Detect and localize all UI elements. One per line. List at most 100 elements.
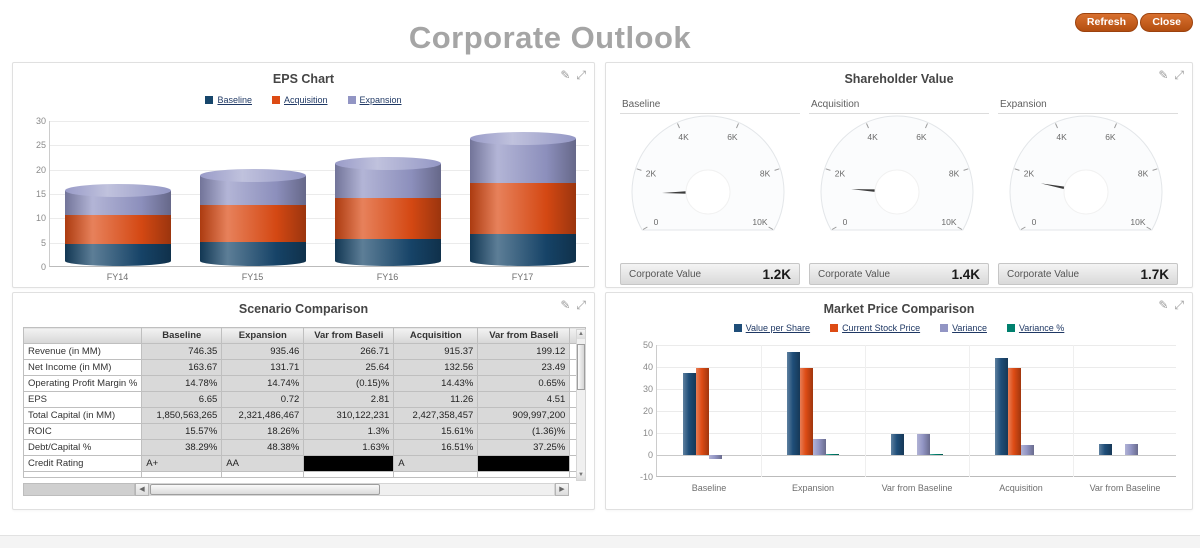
eps-bar-segment[interactable] [199,168,306,206]
eps-bar-segment[interactable] [334,197,441,240]
panel-shareholder-value: ✎ ⤢ Shareholder Value Baseline 0 2K 4K 6K 8K 10… [605,62,1193,288]
scroll-down-button[interactable]: ▼ [577,471,585,480]
grid-cell[interactable]: 1.3% [303,423,395,440]
grid-cell[interactable]: 14.43% [393,375,479,392]
grid-cell[interactable]: 14.74% [221,375,305,392]
vertical-scrollbar[interactable]: ▲ ▼ [576,329,586,481]
grid-cell[interactable]: 15.57% [141,423,223,440]
grid-cell[interactable]: 18.26% [221,423,305,440]
scrollbar-thumb[interactable] [577,344,585,390]
grid-cell[interactable]: 25.64 [303,359,395,376]
grid-cell[interactable]: 15.61% [393,423,479,440]
grid-cell[interactable]: 23.49 [477,359,571,376]
grid-cell[interactable]: 4.51 [477,391,571,408]
market-bar[interactable] [800,368,813,455]
market-bar[interactable] [1008,368,1021,455]
market-bar[interactable] [930,454,943,455]
grid-cell[interactable]: 14.78% [141,375,223,392]
grid-cell[interactable]: 37.25% [477,439,571,456]
grid-cell[interactable] [477,455,571,472]
market-bar[interactable] [696,368,709,455]
legend-item[interactable]: Value per Share [733,323,810,333]
scroll-up-button[interactable]: ▲ [577,330,585,339]
gridline [657,389,1176,390]
grid-cell[interactable]: 16.51% [393,439,479,456]
grid-cell[interactable]: 2,427,358,457 [393,407,479,424]
grid-cell[interactable]: 0.65% [477,375,571,392]
legend-item[interactable]: Baseline [205,95,252,105]
grid-cell[interactable]: 6.65 [141,391,223,408]
grid-cell[interactable]: 1.63% [303,439,395,456]
grid-cell[interactable]: 163.67 [141,359,223,376]
grid-cell[interactable]: 1,850,563,265 [141,407,223,424]
gauge-tick-mark [1020,226,1026,230]
edit-icon[interactable]: ✎ [1158,68,1169,82]
grid-cell[interactable]: 132.56 [393,359,479,376]
legend-item[interactable]: Current Stock Price [830,323,920,333]
legend-item[interactable]: Expansion [347,95,402,105]
market-bar[interactable] [709,455,722,460]
scrollbar-track[interactable] [149,483,555,496]
close-button[interactable]: Close [1140,13,1193,32]
eps-bar-segment[interactable] [469,234,576,266]
y-axis-tick: 40 [642,362,653,372]
grid-cell[interactable]: 266.71 [303,343,395,360]
grid-cell[interactable]: 2.81 [303,391,395,408]
grid-cell[interactable]: 915.37 [393,343,479,360]
grid-cell[interactable]: AA [221,455,305,472]
grid-cell[interactable]: 199.12 [477,343,571,360]
market-bar[interactable] [917,434,930,455]
eps-bar-segment[interactable] [199,241,306,266]
market-bar[interactable] [1021,445,1034,455]
grid-cell[interactable]: 935.46 [221,343,305,360]
eps-bar-segment[interactable] [199,205,306,242]
market-bar[interactable] [1099,444,1112,455]
market-bar[interactable] [683,372,696,455]
grid-cell[interactable]: 2,321,486,467 [221,407,305,424]
eps-bar-segment[interactable] [469,183,576,235]
grid-cell[interactable]: A [393,455,479,472]
market-bar[interactable] [995,358,1008,455]
scrollbar-thumb[interactable] [150,484,380,495]
edit-icon[interactable]: ✎ [560,298,571,312]
grid-cell[interactable]: 38.29% [141,439,223,456]
eps-bar-segment[interactable] [64,183,171,215]
grid-cell[interactable]: 0.72 [221,391,305,408]
table-row: EPS 6.65 0.72 2.81 11.26 4.51 [22,391,587,408]
grid-cell[interactable] [303,455,395,472]
grid-cell[interactable]: 909,997,200 [477,407,571,424]
grid-cell[interactable]: 48.38% [221,439,305,456]
maximize-icon[interactable]: ⤢ [1174,68,1184,82]
refresh-button[interactable]: Refresh [1074,13,1138,32]
grid-cell[interactable]: 131.71 [221,359,305,376]
eps-bar-segment[interactable] [469,132,576,184]
grid-cell[interactable]: 746.35 [141,343,223,360]
eps-bar-segment[interactable] [64,244,171,266]
market-bar[interactable] [826,453,839,455]
maximize-icon[interactable]: ⤢ [576,68,586,82]
market-bar[interactable] [1125,444,1138,455]
grid-cell[interactable]: A+ [141,455,223,472]
market-bar[interactable] [891,434,904,455]
scroll-right-button[interactable]: ▶ [555,483,569,496]
table-row: Credit Rating A+ AA A [22,455,587,472]
maximize-icon[interactable]: ⤢ [576,298,586,312]
grid-cell[interactable]: 310,122,231 [303,407,395,424]
grid-cell[interactable]: (1.36)% [477,423,571,440]
column-header: Var from Baseli [477,327,571,344]
legend-item[interactable]: Variance % [1006,323,1064,333]
eps-bar-segment[interactable] [334,156,441,198]
scroll-left-button[interactable]: ◀ [135,483,149,496]
eps-bar-segment[interactable] [334,239,441,266]
market-bar[interactable] [813,438,826,455]
grid-cell[interactable]: 11.26 [393,391,479,408]
legend-item[interactable]: Variance [940,323,987,333]
edit-icon[interactable]: ✎ [1158,298,1169,312]
legend-item[interactable]: Acquisition [271,95,328,105]
eps-bar-segment[interactable] [64,214,171,245]
scenario-grid: Baseline Expansion Var from Baseli Acquisit… [22,327,587,478]
edit-icon[interactable]: ✎ [560,68,571,82]
market-bar[interactable] [787,351,800,455]
maximize-icon[interactable]: ⤢ [1174,298,1184,312]
grid-cell[interactable]: (0.15)% [303,375,395,392]
